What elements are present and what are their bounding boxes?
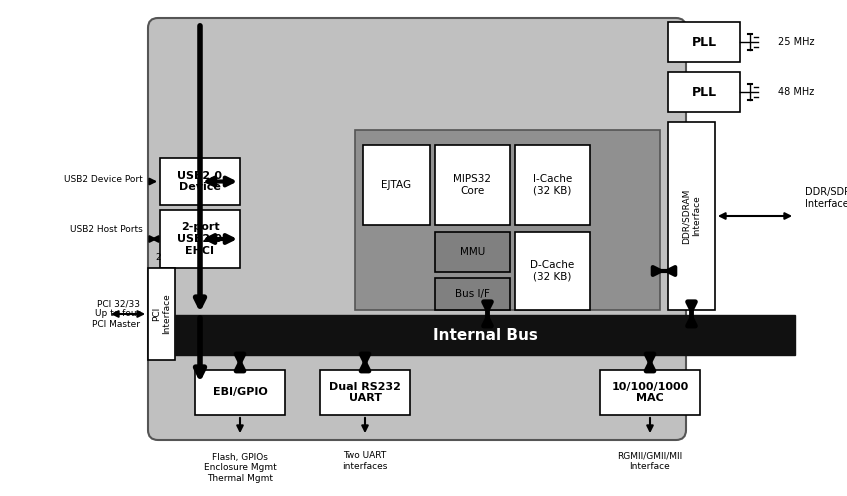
Text: DDR/SDRAM
Interface: DDR/SDRAM Interface: [805, 187, 847, 209]
Bar: [668, 72, 740, 112]
Bar: [435, 232, 510, 272]
Bar: [363, 145, 430, 225]
Text: USB2 Host Ports: USB2 Host Ports: [70, 225, 143, 234]
Text: PLL: PLL: [691, 36, 717, 49]
Bar: [668, 22, 740, 62]
Bar: [175, 315, 795, 355]
Bar: [355, 130, 660, 310]
Text: Dual RS232
UART: Dual RS232 UART: [329, 382, 401, 403]
Text: MIPS32
Core: MIPS32 Core: [453, 174, 491, 196]
Text: DDR/SDRAM
Interface: DDR/SDRAM Interface: [682, 188, 701, 244]
Text: USB2 Device Port: USB2 Device Port: [64, 175, 143, 184]
Text: D-Cache
(32 KB): D-Cache (32 KB): [530, 260, 574, 282]
Bar: [435, 278, 510, 310]
Bar: [160, 158, 240, 205]
Text: 2-port
USB2.0
EHCI: 2-port USB2.0 EHCI: [178, 222, 223, 255]
Bar: [160, 210, 240, 268]
Text: EJTAG: EJTAG: [381, 180, 412, 190]
Text: 48 MHz: 48 MHz: [778, 87, 814, 97]
Text: USB2.0
Device: USB2.0 Device: [178, 171, 223, 192]
Text: RGMII/GMII/MII
Interface: RGMII/GMII/MII Interface: [617, 451, 683, 471]
Bar: [515, 145, 590, 225]
Bar: [668, 122, 715, 310]
Text: I-Cache
(32 KB): I-Cache (32 KB): [533, 174, 572, 196]
Text: 10/100/1000
MAC: 10/100/1000 MAC: [612, 382, 689, 403]
FancyBboxPatch shape: [148, 18, 686, 440]
Bar: [148, 268, 175, 360]
Text: PCI
Interface: PCI Interface: [152, 294, 171, 334]
Bar: [600, 370, 700, 415]
Text: 25 MHz: 25 MHz: [778, 37, 815, 47]
Text: EBI/GPIO: EBI/GPIO: [213, 387, 268, 397]
Text: Two UART
interfaces: Two UART interfaces: [342, 451, 388, 471]
Text: PLL: PLL: [691, 85, 717, 99]
Text: MMU: MMU: [460, 247, 485, 257]
Text: PCI 32/33
Up to four
PCI Master: PCI 32/33 Up to four PCI Master: [92, 299, 140, 329]
Bar: [195, 370, 285, 415]
Text: Bus I/F: Bus I/F: [455, 289, 490, 299]
Text: Internal Bus: Internal Bus: [433, 327, 538, 343]
Bar: [435, 145, 510, 225]
Bar: [515, 232, 590, 310]
Bar: [320, 370, 410, 415]
Text: 2: 2: [155, 252, 161, 261]
Text: Flash, GPIOs
Enclosure Mgmt
Thermal Mgmt: Flash, GPIOs Enclosure Mgmt Thermal Mgmt: [203, 453, 276, 483]
